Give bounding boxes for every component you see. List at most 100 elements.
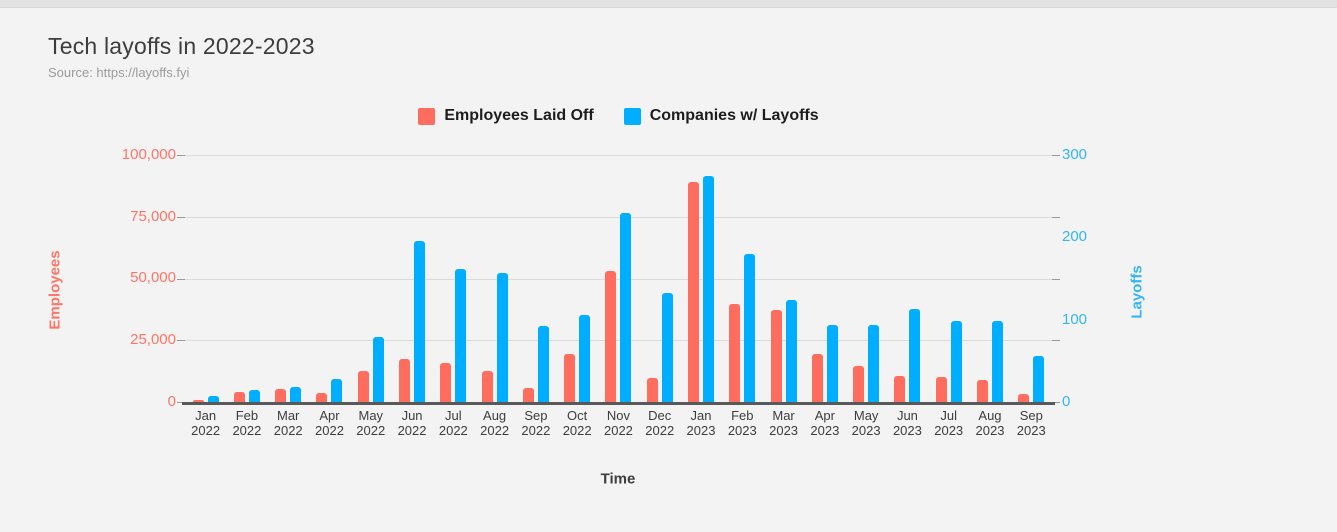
chart-title: Tech layoffs in 2022-2023: [48, 33, 315, 59]
bar-companies-feb-2022[interactable]: [248, 390, 260, 402]
legend-label-companies: Companies w/ Layoffs: [649, 107, 819, 124]
y-left-tick-0: 0: [167, 393, 176, 410]
x-tick-oct-2022: Oct 2022: [562, 408, 592, 438]
bar-employees-aug-2023[interactable]: [976, 379, 988, 402]
legend-item-employees[interactable]: Employees Laid Off: [418, 107, 594, 125]
x-tick-jul-2022: Jul 2022: [438, 408, 468, 438]
x-tick-feb-2023: Feb 2023: [727, 408, 757, 438]
bar-group-sep-2023: [1011, 155, 1052, 402]
bar-companies-jun-2022[interactable]: [414, 241, 426, 402]
gridline-100: [185, 155, 1052, 156]
bar-group-sep-2022: [515, 155, 556, 402]
x-tick-aug-2022: Aug 2022: [480, 408, 510, 438]
bar-companies-apr-2022[interactable]: [331, 378, 343, 402]
window-top-edge: [0, 0, 1337, 8]
axis-tick-left-50: [177, 278, 185, 280]
bar-employees-mar-2022[interactable]: [275, 388, 287, 402]
plot-area: [177, 155, 1060, 405]
x-tick-dec-2022: Dec 2022: [645, 408, 675, 438]
legend-swatch-employees-icon: [418, 107, 436, 125]
bar-employees-nov-2022[interactable]: [605, 270, 617, 402]
y-left-axis-title: Employees: [46, 250, 64, 330]
bar-companies-mar-2022[interactable]: [290, 387, 302, 402]
y-left-tick-25000: 25,000: [130, 331, 176, 348]
bar-group-jan-2023: [680, 155, 721, 402]
axis-tick-right-100: [1052, 155, 1060, 156]
bar-employees-jun-2023[interactable]: [894, 376, 906, 402]
bar-employees-sep-2023[interactable]: [1018, 393, 1030, 402]
x-tick-sep-2023: Sep 2023: [1016, 408, 1046, 438]
bar-employees-apr-2022[interactable]: [316, 392, 328, 402]
bar-employees-jan-2022[interactable]: [192, 399, 204, 402]
x-axis-title: Time: [600, 470, 636, 488]
x-tick-aug-2023: Aug 2023: [975, 408, 1005, 438]
bar-group-jun-2022: [391, 155, 432, 402]
bar-group-aug-2023: [969, 155, 1010, 402]
legend-item-companies[interactable]: Companies w/ Layoffs: [623, 107, 819, 125]
x-tick-may-2022: May 2022: [356, 408, 386, 438]
axis-tick-left-0: [177, 402, 185, 403]
bar-employees-aug-2022[interactable]: [481, 371, 493, 402]
bar-companies-feb-2023[interactable]: [744, 253, 756, 402]
x-tick-jan-2023: Jan 2023: [686, 408, 716, 438]
x-tick-mar-2022: Mar 2022: [273, 408, 303, 438]
legend: Employees Laid Off Companies w/ Layoffs: [185, 107, 1052, 125]
bar-employees-apr-2023[interactable]: [811, 353, 823, 402]
bar-companies-jan-2023[interactable]: [703, 176, 715, 402]
bar-companies-jul-2022[interactable]: [455, 269, 467, 402]
bar-employees-dec-2022[interactable]: [646, 377, 658, 402]
bar-companies-aug-2022[interactable]: [496, 272, 508, 402]
axis-tick-left-25: [177, 340, 185, 342]
axis-tick-right-0: [1052, 402, 1060, 403]
bar-employees-oct-2022[interactable]: [564, 353, 576, 402]
bar-group-apr-2023: [804, 155, 845, 402]
legend-swatch-companies-icon: [623, 107, 641, 125]
bar-companies-jul-2023[interactable]: [950, 321, 962, 402]
gridline-75: [185, 216, 1052, 218]
bar-employees-jul-2023[interactable]: [935, 376, 947, 402]
bar-group-jul-2023: [928, 155, 969, 402]
bar-employees-may-2023[interactable]: [853, 366, 865, 402]
bar-employees-jan-2023[interactable]: [688, 181, 700, 402]
axis-tick-left-75: [177, 216, 185, 218]
y-left-tick-75000: 75,000: [130, 208, 176, 225]
bar-companies-aug-2023[interactable]: [991, 321, 1003, 402]
y-right-tick-200: 200: [1062, 228, 1088, 245]
legend-label-employees: Employees Laid Off: [444, 107, 594, 124]
bar-group-may-2022: [350, 155, 391, 402]
bar-companies-oct-2022[interactable]: [579, 314, 591, 402]
bar-employees-jul-2022[interactable]: [440, 362, 452, 402]
bar-employees-may-2022[interactable]: [357, 370, 369, 402]
x-axis-tick-labels: Jan 2022 Feb 2022 Mar 2022 Apr 2022 May 2022 Jun 20…: [185, 408, 1052, 438]
bar-group-jul-2022: [433, 155, 474, 402]
bar-group-jan-2022: [185, 155, 226, 402]
bar-group-mar-2023: [763, 155, 804, 402]
axis-tick-right-50: [1052, 278, 1060, 280]
y-left-tick-100000: 100,000: [121, 146, 176, 163]
x-tick-jul-2023: Jul 2023: [934, 408, 964, 438]
y-right-tick-300: 300: [1062, 146, 1088, 163]
x-tick-feb-2022: Feb 2022: [232, 408, 262, 438]
gridline-25: [185, 340, 1052, 342]
axis-tick-right-75: [1052, 216, 1060, 218]
bar-companies-nov-2022[interactable]: [620, 213, 632, 402]
y-right-tick-100: 100: [1062, 311, 1088, 328]
bar-employees-feb-2023[interactable]: [729, 303, 741, 402]
bar-employees-sep-2022[interactable]: [522, 388, 534, 402]
x-tick-apr-2023: Apr 2023: [810, 408, 840, 438]
bar-companies-apr-2023[interactable]: [826, 324, 838, 402]
bar-companies-sep-2023[interactable]: [1033, 355, 1045, 402]
y-right-tick-0: 0: [1062, 393, 1071, 410]
bar-companies-jan-2022[interactable]: [207, 396, 219, 402]
bar-employees-feb-2022[interactable]: [233, 391, 245, 402]
bar-companies-may-2023[interactable]: [868, 324, 880, 402]
bar-group-aug-2022: [474, 155, 515, 402]
bar-companies-dec-2022[interactable]: [661, 293, 673, 402]
bar-employees-jun-2022[interactable]: [399, 358, 411, 402]
bar-companies-mar-2023[interactable]: [785, 299, 797, 402]
bar-companies-sep-2022[interactable]: [537, 326, 549, 402]
bar-companies-jun-2023[interactable]: [909, 308, 921, 402]
bar-employees-mar-2023[interactable]: [770, 310, 782, 402]
bar-companies-may-2022[interactable]: [372, 336, 384, 402]
bar-group-nov-2022: [598, 155, 639, 402]
